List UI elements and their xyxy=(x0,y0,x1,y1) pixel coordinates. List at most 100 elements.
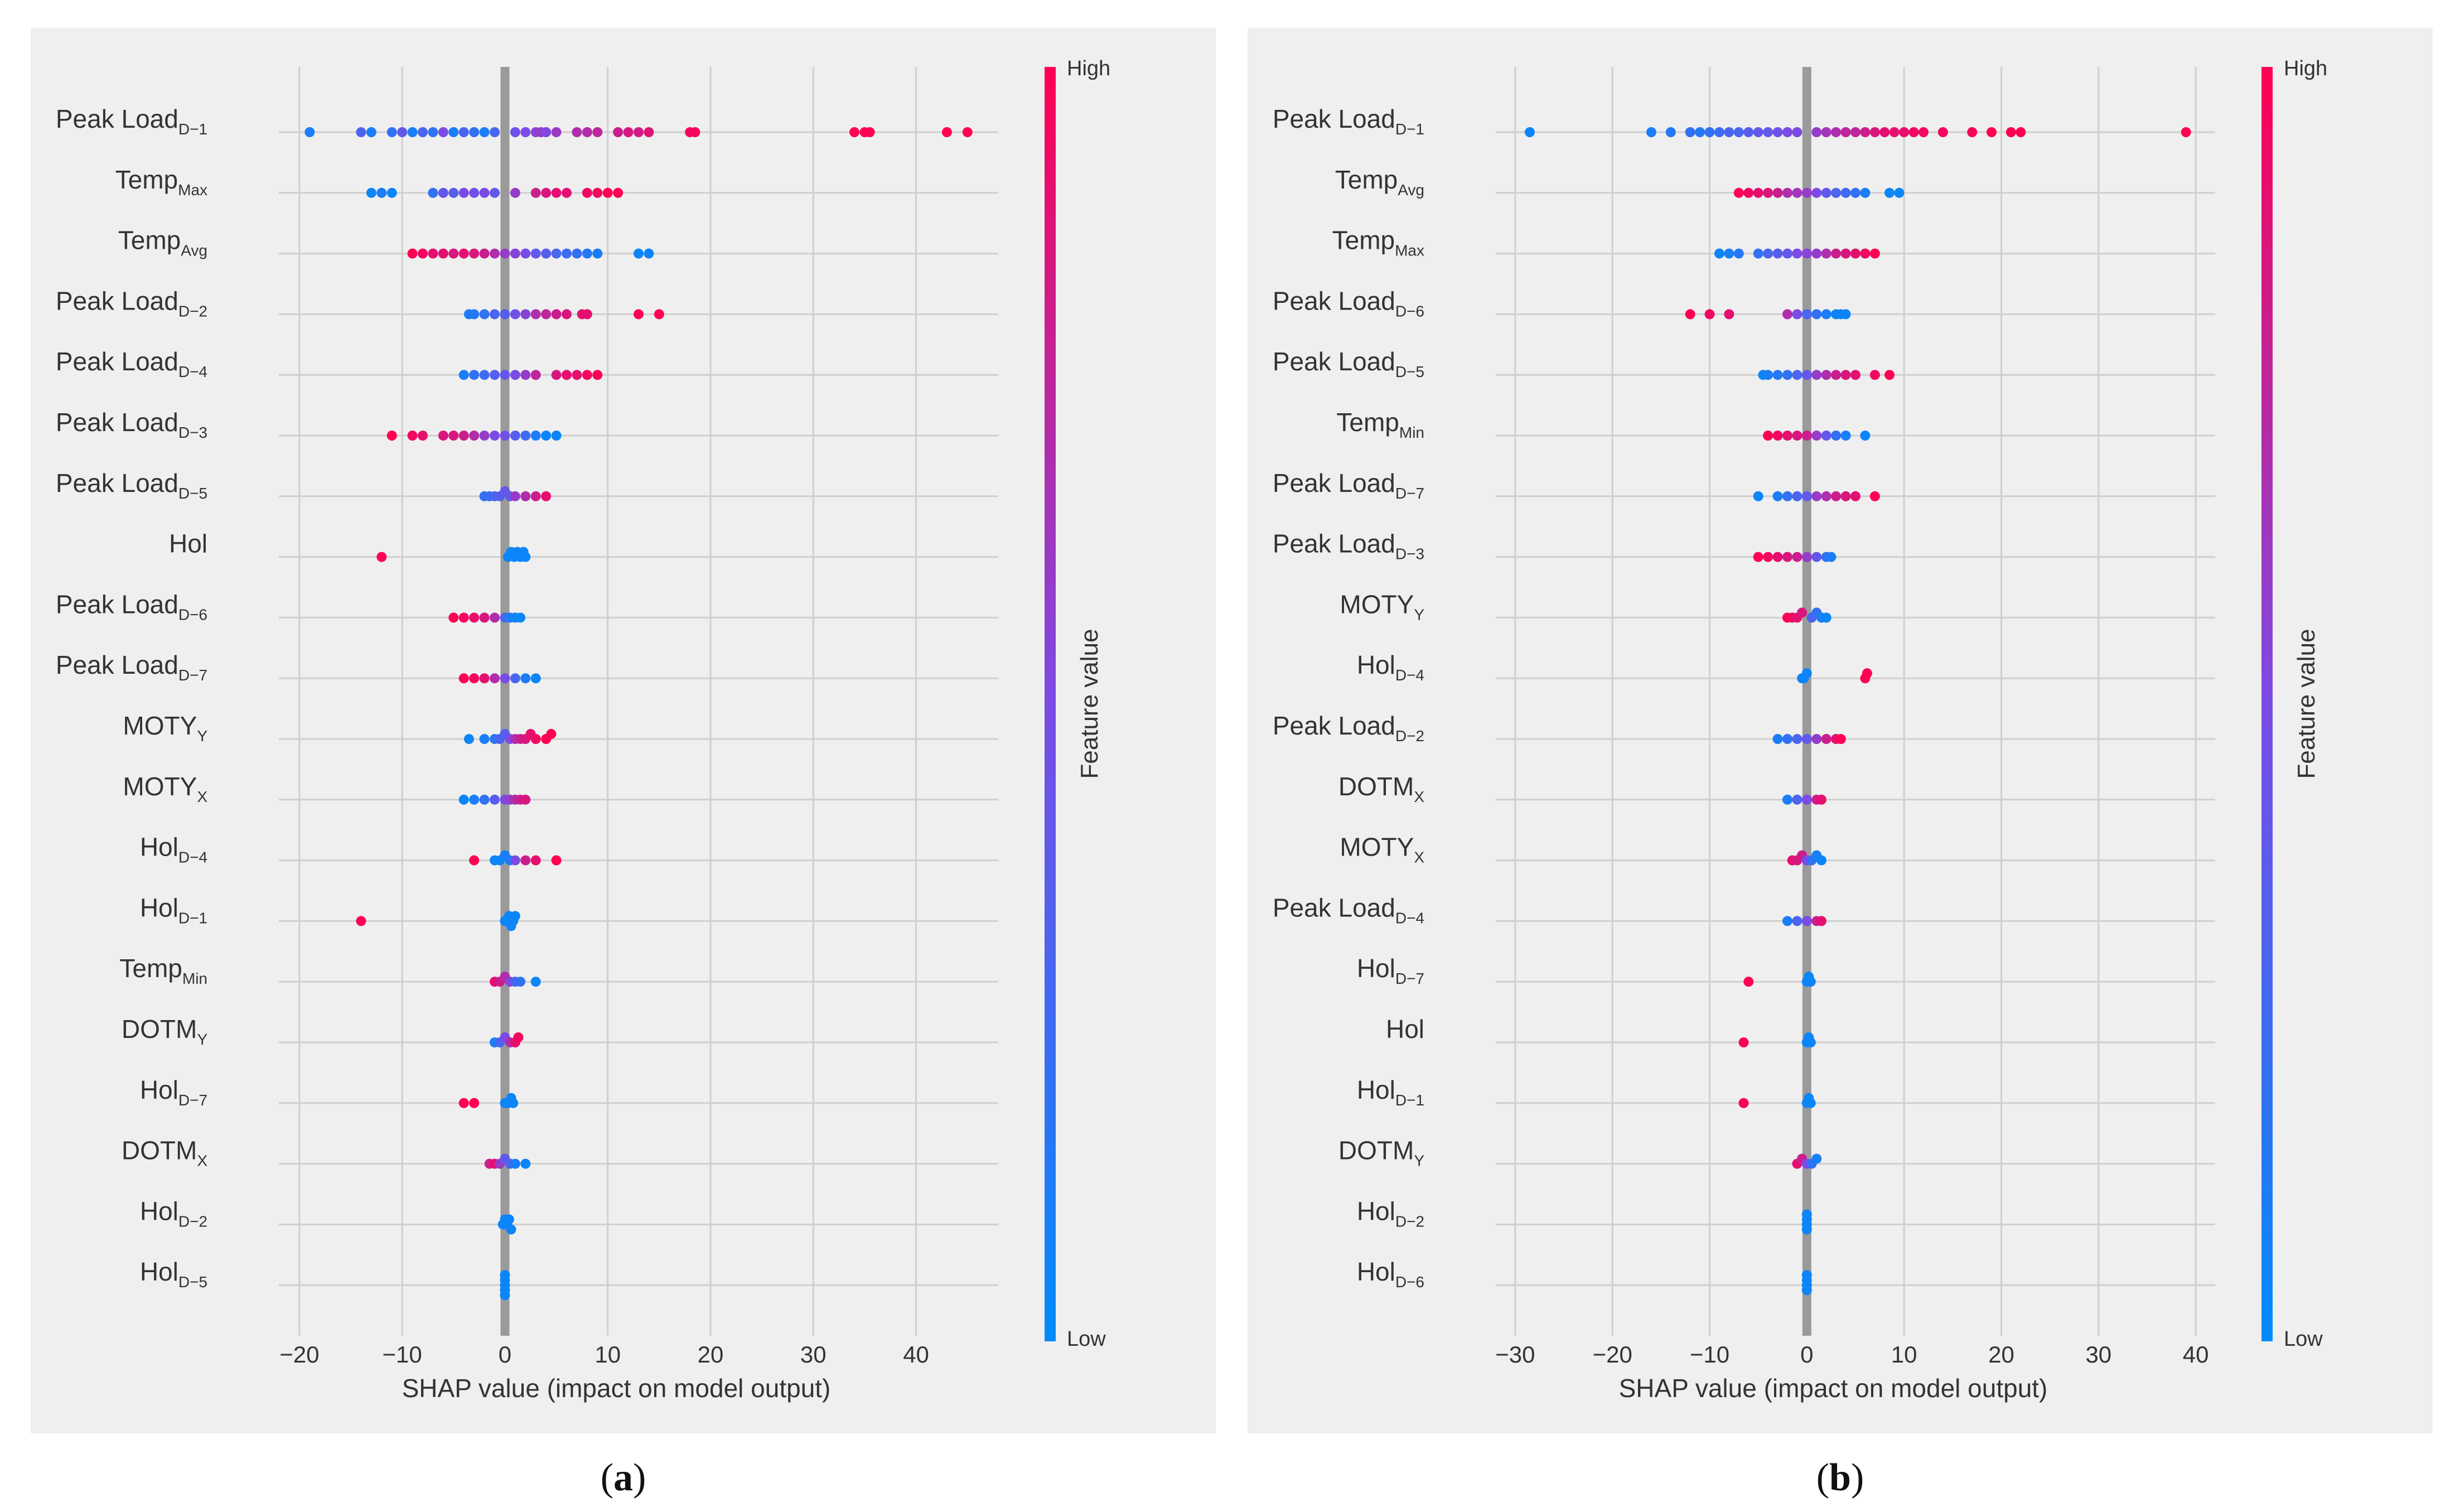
shap-point xyxy=(1685,309,1695,320)
shap-point xyxy=(541,127,552,137)
shap-point xyxy=(438,431,448,441)
shap-point xyxy=(1860,248,1871,259)
x-tick-label: 30 xyxy=(800,1341,827,1368)
shap-point xyxy=(438,127,448,137)
colorbar-title: Feature value xyxy=(1076,629,1103,779)
shap-point xyxy=(479,734,490,744)
shap-point xyxy=(469,248,480,259)
shap-point xyxy=(1831,127,1842,137)
shap-point xyxy=(520,491,531,501)
shap-point xyxy=(490,794,500,805)
shap-point xyxy=(1743,127,1754,137)
shap-point xyxy=(551,855,562,866)
shap-point xyxy=(1782,431,1792,441)
shap-point xyxy=(510,855,520,866)
shap-point xyxy=(1937,127,1948,137)
shap-point xyxy=(1987,127,1997,137)
panel-a: Peak LoadD−1 TempMax TempAvg Peak LoadD−2 Pe… xyxy=(31,28,1216,1499)
shap-point xyxy=(490,248,500,259)
shap-point xyxy=(1821,734,1831,744)
shap-point xyxy=(1840,370,1851,380)
shap-point xyxy=(1899,127,1910,137)
shap-point xyxy=(458,1098,469,1108)
colorbar-low-label: Low xyxy=(1067,1327,1106,1351)
shap-point xyxy=(1782,916,1792,926)
shap-point xyxy=(1908,127,1919,137)
shap-point xyxy=(1753,491,1763,501)
shap-point xyxy=(1840,431,1851,441)
shap-point xyxy=(1724,309,1734,320)
x-tick-label: 40 xyxy=(903,1341,929,1368)
shap-point xyxy=(469,127,480,137)
feature-label: DOTMX xyxy=(1338,772,1424,805)
shap-point xyxy=(613,127,624,137)
shap-point xyxy=(1821,248,1831,259)
shap-point xyxy=(1805,977,1816,987)
shap-point xyxy=(1821,127,1831,137)
shap-point xyxy=(366,127,376,137)
shap-point xyxy=(572,127,582,137)
shap-point xyxy=(1753,248,1763,259)
shap-point xyxy=(644,127,654,137)
feature-label: HolD−4 xyxy=(1357,650,1424,684)
shap-point xyxy=(541,491,552,501)
shap-point xyxy=(592,370,603,380)
shap-point xyxy=(1801,187,1812,198)
shap-point xyxy=(1782,248,1792,259)
shap-point xyxy=(1801,370,1812,380)
shap-point xyxy=(1811,552,1822,562)
shap-point xyxy=(1782,734,1792,744)
feature-label: Peak LoadD−2 xyxy=(56,286,207,320)
shap-point xyxy=(1831,491,1842,501)
shap-point xyxy=(1772,491,1783,501)
feature-label: Peak LoadD−2 xyxy=(1273,711,1424,745)
shap-point xyxy=(572,370,582,380)
shap-point xyxy=(469,794,480,805)
shap-point xyxy=(520,673,531,684)
shap-point xyxy=(541,431,552,441)
shap-point xyxy=(1821,431,1831,441)
shap-point xyxy=(1646,127,1656,137)
shap-point xyxy=(530,734,541,744)
shap-point xyxy=(1889,127,1900,137)
shap-point xyxy=(1879,127,1890,137)
x-tick-label: 20 xyxy=(698,1341,724,1368)
feature-label: Hol xyxy=(1386,1015,1424,1044)
shap-point xyxy=(1792,491,1802,501)
panel-caption: (b) xyxy=(1816,1456,1864,1499)
x-tick-label: −20 xyxy=(279,1341,319,1368)
shap-point xyxy=(500,1270,510,1281)
shap-point xyxy=(520,248,531,259)
shap-point xyxy=(1665,127,1676,137)
shap-point xyxy=(1918,127,1929,137)
shap-point xyxy=(448,127,459,137)
shap-point xyxy=(479,431,490,441)
shap-point xyxy=(366,187,376,198)
shap-point xyxy=(1801,431,1812,441)
x-axis-label: SHAP value (impact on model output) xyxy=(1619,1374,2048,1403)
feature-label: HolD−1 xyxy=(140,893,207,926)
shap-point xyxy=(634,127,644,137)
shap-point xyxy=(407,248,418,259)
shap-point xyxy=(463,734,474,744)
shap-point xyxy=(428,127,438,137)
shap-point xyxy=(1862,668,1872,679)
shap-point xyxy=(510,911,520,921)
shap-point xyxy=(469,1098,480,1108)
shap-point xyxy=(1763,552,1773,562)
x-tick-label: −10 xyxy=(1690,1341,1729,1368)
shap-point xyxy=(520,127,531,137)
panel-caption: (a) xyxy=(601,1456,646,1499)
shap-point xyxy=(1763,431,1773,441)
colorbar-low-label: Low xyxy=(2284,1327,2323,1351)
shap-point xyxy=(541,248,552,259)
shap-point xyxy=(1894,187,1905,198)
shap-point xyxy=(479,127,490,137)
panel-background xyxy=(1248,28,2433,1433)
shap-point xyxy=(515,612,526,623)
shap-point xyxy=(1860,187,1871,198)
feature-label: Peak LoadD−5 xyxy=(56,468,207,502)
feature-label: Peak LoadD−4 xyxy=(1273,893,1424,926)
shap-point xyxy=(551,248,562,259)
shap-point xyxy=(849,127,859,137)
